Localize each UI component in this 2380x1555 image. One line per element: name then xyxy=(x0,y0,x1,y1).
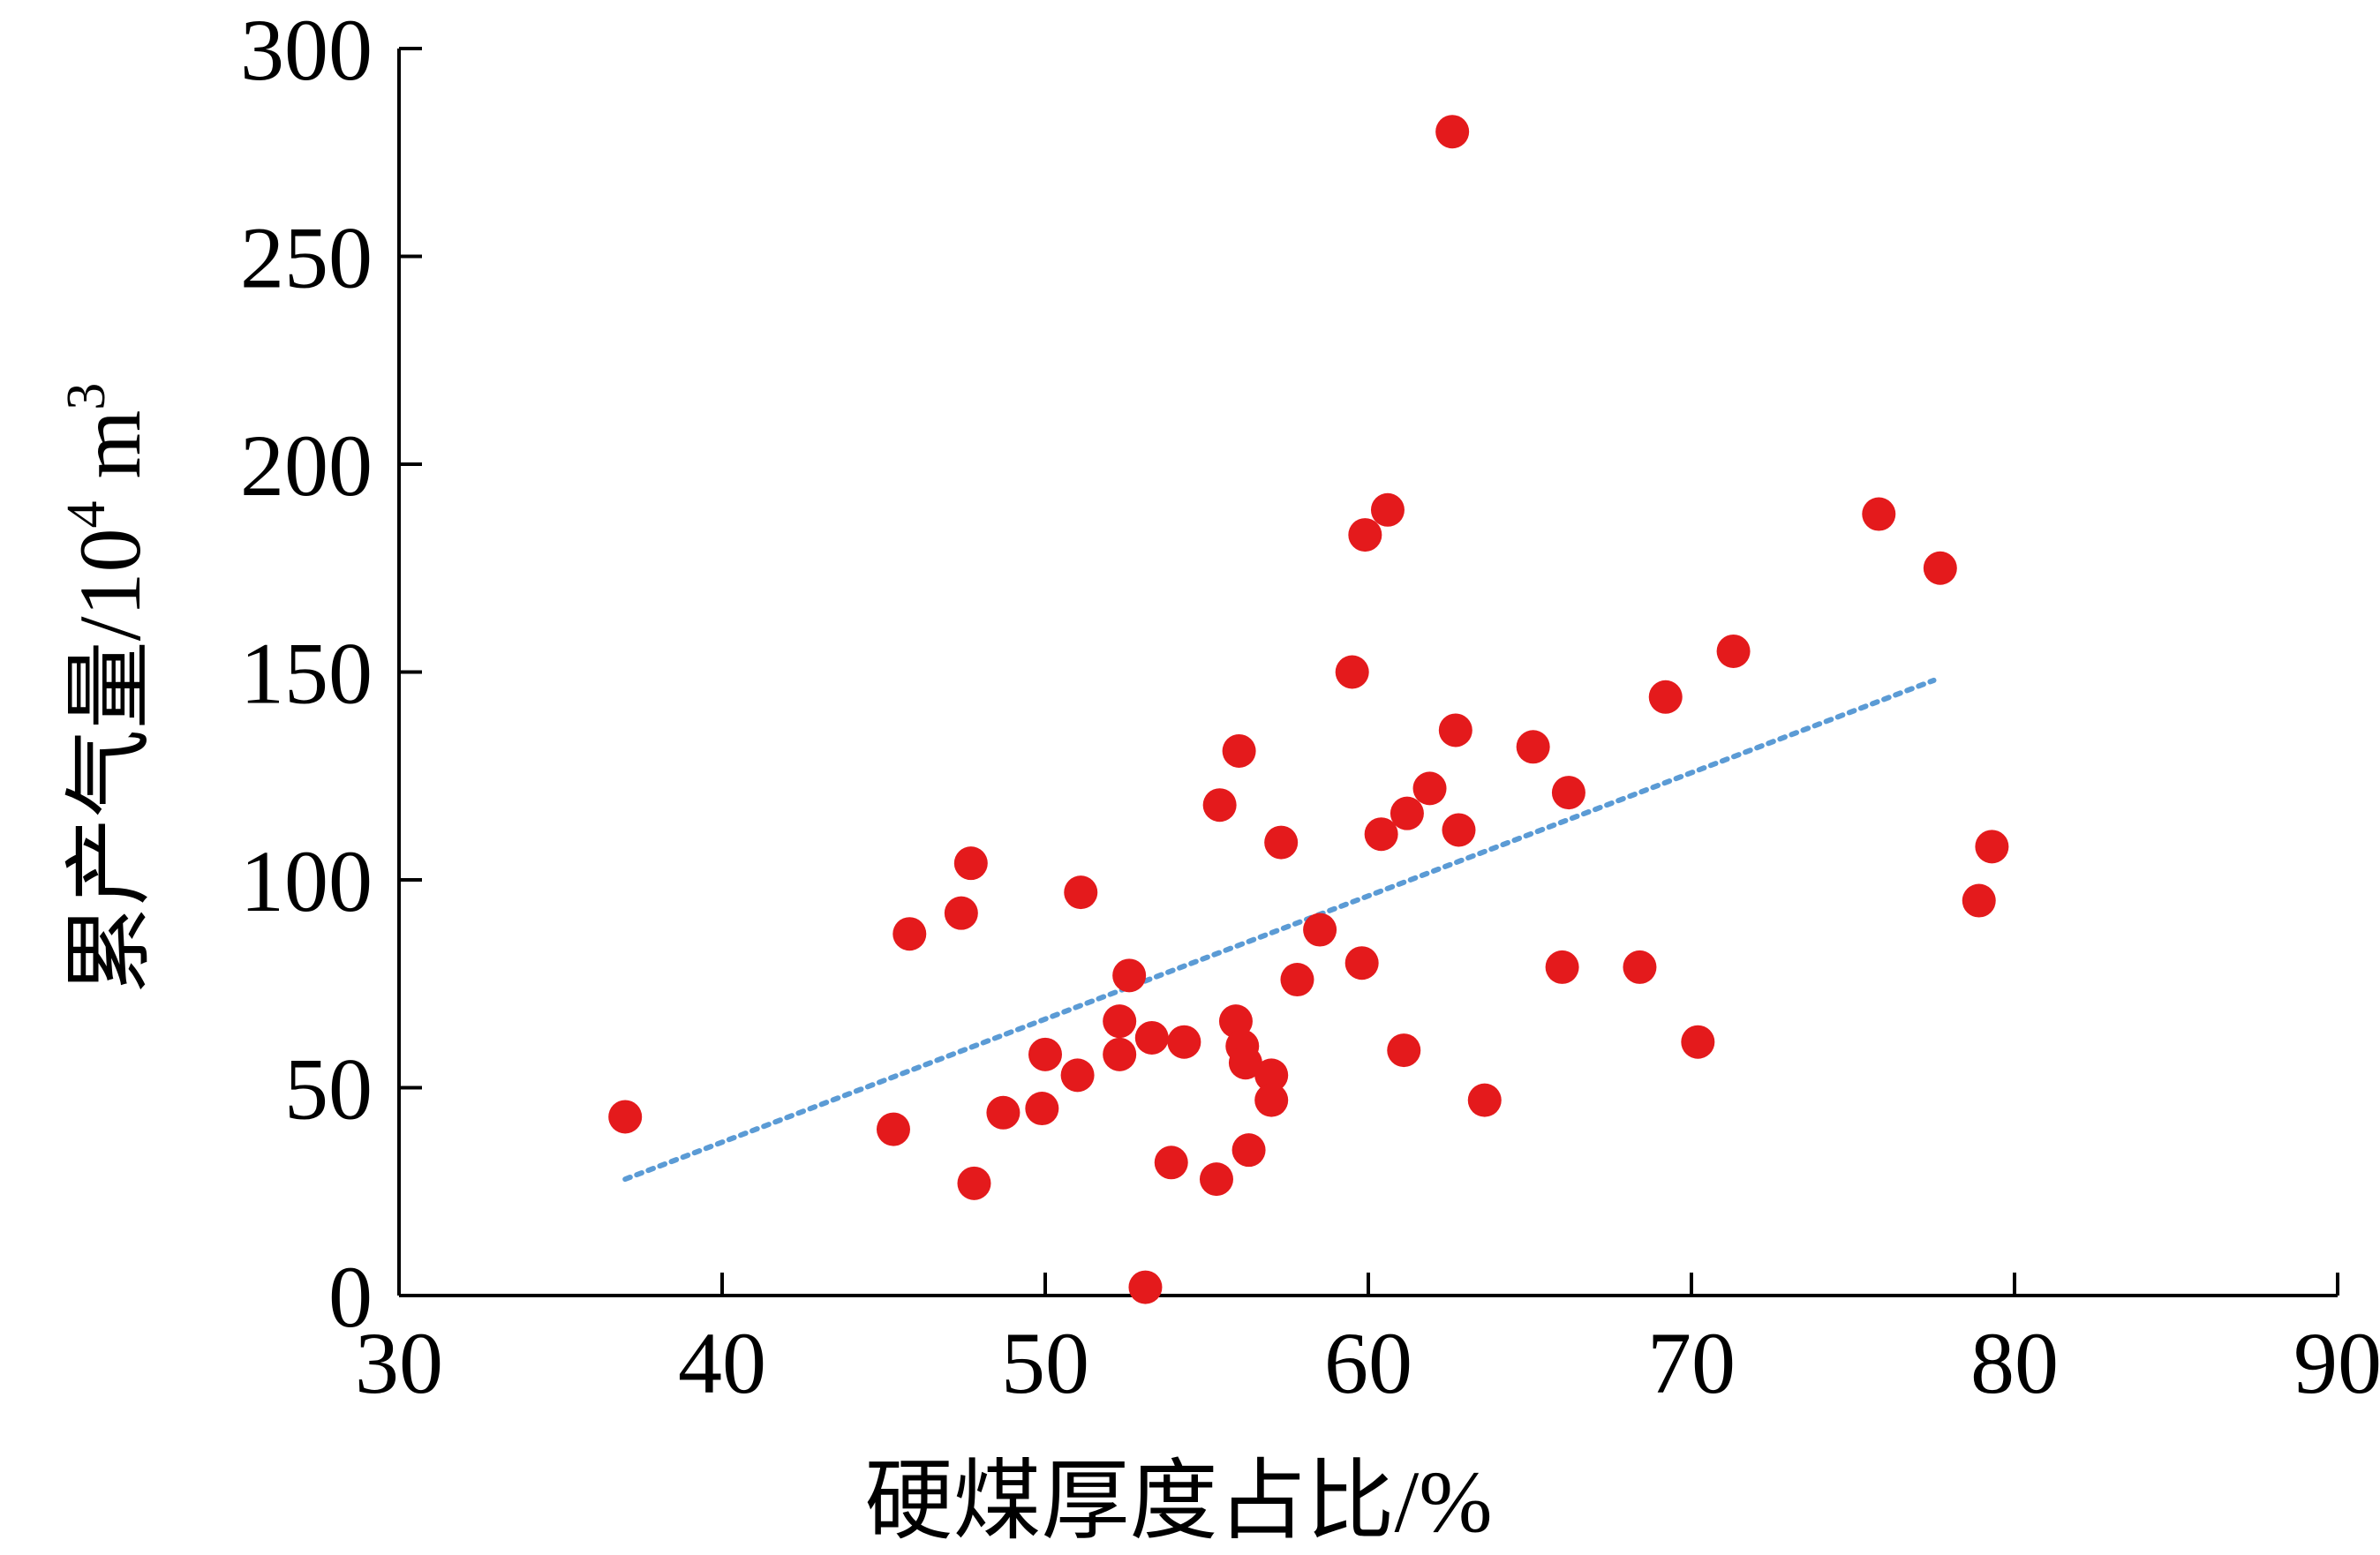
data-point xyxy=(1648,680,1683,714)
data-point xyxy=(957,1166,991,1200)
data-point xyxy=(1551,776,1585,810)
data-point xyxy=(1134,1020,1169,1055)
data-point xyxy=(1364,817,1398,852)
data-point xyxy=(1390,796,1424,830)
data-point xyxy=(1254,1058,1289,1093)
x-tick-label: 30 xyxy=(355,1314,443,1412)
data-point xyxy=(1264,825,1299,860)
y-axis-title: 累产气量/104 m3 xyxy=(56,383,159,995)
data-point xyxy=(986,1095,1021,1130)
y-axis-title-unit-exponent: 3 xyxy=(56,383,117,410)
data-point xyxy=(1438,713,1472,747)
data-point xyxy=(953,846,988,881)
data-point xyxy=(1435,115,1470,149)
data-point xyxy=(1862,497,1896,531)
y-tick-label: 50 xyxy=(284,1040,373,1138)
y-tick-label: 150 xyxy=(240,625,373,723)
data-point xyxy=(876,1112,910,1146)
data-point xyxy=(1025,1092,1059,1126)
data-point xyxy=(1112,958,1147,993)
x-tick-label: 40 xyxy=(678,1314,766,1412)
data-point xyxy=(1516,730,1550,764)
data-point xyxy=(1716,634,1751,668)
data-point xyxy=(1199,1162,1233,1197)
data-point xyxy=(1348,518,1382,552)
y-tick-label: 200 xyxy=(240,417,373,515)
axes xyxy=(397,47,2339,1297)
data-point xyxy=(1231,1133,1266,1168)
y-tick-label: 0 xyxy=(328,1248,373,1346)
x-tick-label: 60 xyxy=(1324,1314,1412,1412)
data-point xyxy=(1028,1037,1062,1071)
data-point xyxy=(1412,771,1447,806)
trendline-layer xyxy=(622,677,1937,1183)
y-tick-label: 250 xyxy=(240,209,373,307)
data-point xyxy=(1335,655,1369,689)
y-axis-title-unit: m xyxy=(61,410,159,501)
data-point xyxy=(1303,913,1337,947)
data-point xyxy=(1064,875,1098,910)
data-point xyxy=(1344,946,1379,980)
x-tick-label: 70 xyxy=(1647,1314,1736,1412)
data-point xyxy=(1202,788,1237,823)
data-point xyxy=(1370,492,1405,527)
data-point xyxy=(1222,733,1256,768)
data-point xyxy=(1975,830,2009,864)
x-axis-title: 硬煤厚度占比/% xyxy=(864,1453,1492,1551)
y-tick-label: 100 xyxy=(240,832,373,930)
data-point xyxy=(1128,1270,1163,1304)
data-point xyxy=(1154,1146,1188,1180)
tick-labels: 30 40 50 60 70 80 90 0 50 100 150 200 250 300 xyxy=(240,1,2380,1412)
data-point xyxy=(1387,1033,1421,1068)
data-point xyxy=(1060,1058,1095,1093)
data-point xyxy=(1280,963,1314,997)
data-point xyxy=(1103,1004,1137,1039)
data-point xyxy=(1923,551,1957,585)
trendline xyxy=(622,677,1937,1183)
data-point xyxy=(1103,1037,1137,1071)
data-point xyxy=(1623,950,1657,984)
y-axis-title-main: 累产气量/10 xyxy=(61,529,159,995)
data-point xyxy=(1254,1083,1289,1117)
x-tick-label: 90 xyxy=(2293,1314,2380,1412)
data-point xyxy=(1167,1025,1201,1059)
data-point xyxy=(1228,1046,1262,1080)
y-tick-label: 300 xyxy=(240,1,373,99)
data-point xyxy=(608,1100,643,1134)
data-point xyxy=(892,917,927,951)
data-point xyxy=(1545,950,1579,984)
data-point xyxy=(1962,883,1996,918)
data-point xyxy=(1681,1025,1715,1059)
x-tick-label: 50 xyxy=(1001,1314,1089,1412)
data-points xyxy=(608,115,2009,1304)
data-point xyxy=(1442,813,1476,847)
x-tick-label: 80 xyxy=(1970,1314,2059,1412)
data-point xyxy=(1467,1083,1502,1117)
data-point xyxy=(944,896,978,930)
y-axis-title-exponent: 4 xyxy=(56,501,117,529)
